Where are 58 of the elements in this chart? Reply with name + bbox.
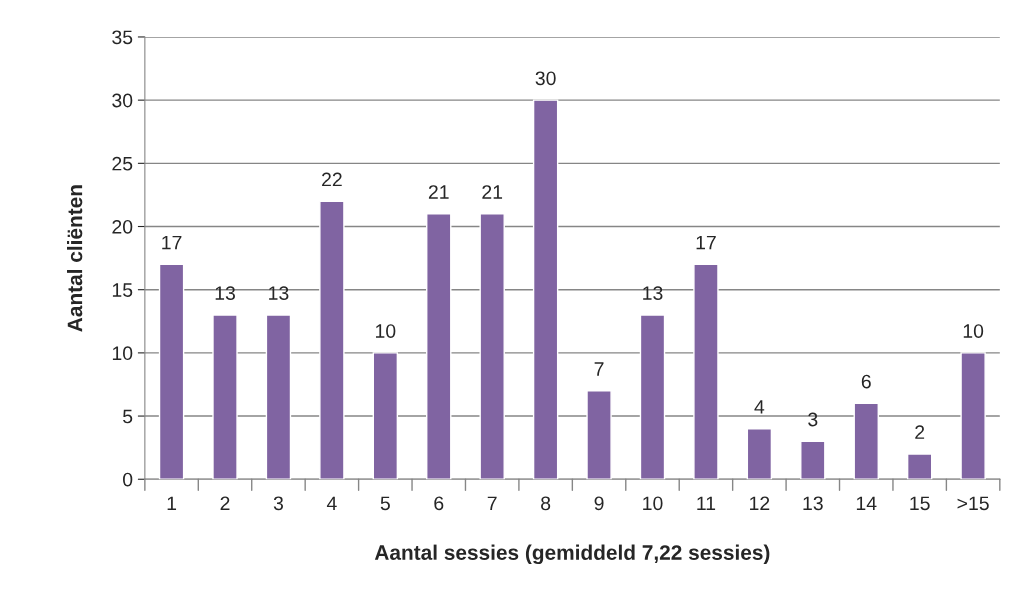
x-tick-label: 1 (167, 496, 177, 511)
data-label: 3 (808, 412, 818, 427)
y-tick-label: 5 (123, 409, 133, 424)
data-label: 7 (594, 362, 604, 376)
x-tick-label: 11 (697, 496, 716, 511)
x-tick-label: 7 (487, 496, 497, 511)
x-tick-label: 13 (803, 496, 823, 511)
data-label: 4 (754, 400, 765, 414)
bar (906, 453, 933, 480)
bar (319, 200, 345, 480)
bar (532, 99, 559, 480)
bar (158, 263, 185, 480)
bar (426, 213, 452, 480)
y-tick-label: 35 (112, 30, 133, 45)
x-tick-label: >15 (957, 496, 989, 511)
x-tick-label: 14 (856, 496, 877, 511)
x-tick-label: 9 (594, 496, 604, 511)
data-label: 10 (963, 324, 984, 338)
x-tick-label: 3 (273, 496, 283, 511)
data-label: 21 (428, 185, 449, 199)
bar (853, 402, 879, 480)
x-tick-label: 8 (541, 496, 551, 511)
data-label: 6 (861, 374, 871, 389)
data-label: 13 (269, 286, 289, 301)
data-label: 17 (696, 235, 716, 250)
bar (639, 314, 666, 480)
bar (372, 352, 399, 480)
y-axis-title: Aantal cliënten (67, 185, 83, 332)
data-label: 21 (482, 185, 503, 199)
bar (586, 390, 612, 480)
x-axis-title: Aantal sessies (gemiddeld 7,22 sessies) (374, 544, 770, 565)
bar (265, 314, 292, 480)
bar (212, 314, 238, 480)
x-tick-label: 4 (326, 496, 337, 511)
x-tick-label: 12 (750, 496, 770, 511)
bar (746, 428, 773, 480)
y-tick-label: 25 (112, 156, 133, 171)
bar (693, 263, 719, 480)
bar (479, 213, 505, 480)
y-tick-label: 15 (112, 283, 133, 297)
x-tick-label: 5 (380, 496, 390, 511)
bar (960, 352, 986, 480)
y-tick-label: 0 (123, 472, 133, 487)
data-label: 30 (535, 71, 556, 86)
data-label: 2 (915, 425, 925, 439)
x-tick-label: 15 (910, 496, 930, 511)
y-tick-label: 30 (112, 93, 133, 108)
x-tick-label: 6 (434, 496, 444, 511)
data-label: 22 (322, 172, 342, 187)
y-tick-label: 10 (112, 346, 133, 361)
data-label: 10 (375, 324, 396, 338)
data-label: 17 (162, 235, 182, 250)
x-tick-label: 10 (643, 496, 663, 511)
y-tick-label: 20 (112, 219, 133, 234)
data-label: 13 (643, 286, 663, 301)
x-tick-label: 2 (220, 496, 230, 511)
bar (800, 440, 826, 480)
data-label: 13 (215, 286, 235, 301)
